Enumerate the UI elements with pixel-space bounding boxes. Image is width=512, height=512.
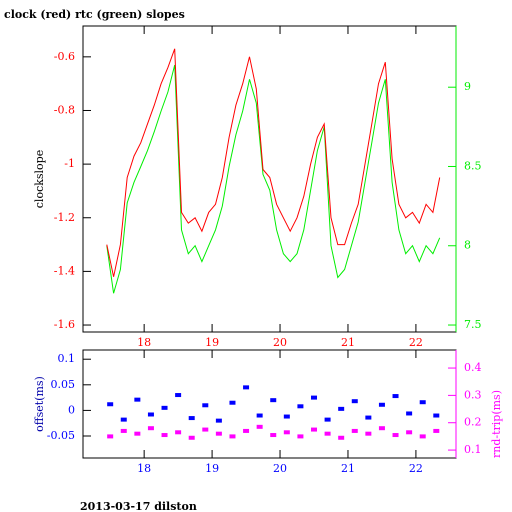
scatter-point	[324, 431, 331, 436]
scatter-point	[433, 428, 440, 433]
scatter-point	[188, 435, 195, 440]
scatter-point	[392, 394, 399, 399]
scatter-point	[161, 405, 168, 410]
scatter-point	[229, 400, 236, 405]
scatter-point	[311, 395, 318, 400]
scatter-point	[311, 427, 318, 432]
scatter-point	[297, 404, 304, 409]
scatter-point	[147, 412, 154, 417]
y-tick-label: -1.6	[54, 318, 75, 331]
x-tick-label: 19	[205, 336, 219, 349]
y2-tick-label: 0.4	[464, 361, 482, 374]
scatter-point	[134, 431, 141, 436]
scatter-point	[324, 417, 331, 422]
footer: 2013-03-17 dilston	[80, 500, 197, 512]
scatter-point	[256, 424, 263, 429]
y2-tick-label: 0.3	[464, 388, 482, 401]
y2-tick-label: 7.5	[464, 318, 482, 331]
x-tick-label: 21	[341, 462, 355, 475]
y-tick-label: 0.05	[51, 378, 76, 391]
scatter-point	[378, 426, 385, 431]
scatter-point	[406, 411, 413, 416]
scatter-point	[351, 399, 358, 404]
x-tick-label: 21	[341, 336, 355, 349]
y-tick-label: -1.2	[54, 211, 75, 224]
scatter-point	[243, 385, 250, 390]
series-line	[106, 48, 441, 277]
scatter-point	[351, 428, 358, 433]
scatter-point	[120, 417, 127, 422]
scatter-point	[134, 397, 141, 402]
scatter-point	[283, 430, 290, 435]
scatter-point	[215, 418, 222, 423]
scatter-point	[256, 413, 263, 418]
y-tick-label: -1	[64, 157, 75, 170]
y-axis-label: clockslope	[33, 150, 46, 208]
y2-tick-label: 8.5	[464, 159, 482, 172]
scatter-point	[229, 434, 236, 439]
scatter-point	[338, 406, 345, 411]
scatter-point	[120, 428, 127, 433]
y-tick-label: 0	[68, 403, 75, 416]
series-line	[106, 64, 441, 294]
scatter-point	[215, 431, 222, 436]
y-axis-label: offset(ms)	[33, 376, 46, 432]
scatter-point	[392, 433, 399, 438]
scatter-point	[175, 393, 182, 398]
scatter-point	[202, 403, 209, 408]
scatter-point	[297, 434, 304, 439]
scatter-point	[365, 431, 372, 436]
y-tick-label: 0.1	[58, 352, 76, 365]
scatter-point	[202, 427, 209, 432]
y2-tick-label: 0.1	[464, 443, 482, 456]
x-tick-label: 22	[409, 462, 423, 475]
x-tick-label: 20	[273, 462, 287, 475]
x-tick-label: 19	[205, 462, 219, 475]
scatter-point	[107, 434, 114, 439]
scatter-point	[419, 434, 426, 439]
y-tick-label: -1.4	[54, 264, 75, 277]
scatter-point	[107, 402, 114, 407]
y2-tick-label: 8	[464, 239, 471, 252]
scatter-point	[365, 415, 372, 420]
y2-tick-label: 9	[464, 80, 471, 93]
y2-axis-label: rnd-trip(ms)	[490, 390, 503, 458]
y-tick-label: -0.05	[47, 429, 75, 442]
scatter-point	[338, 435, 345, 440]
scatter-point	[419, 400, 426, 405]
chart-title: clock (red) rtc (green) slopes	[4, 8, 185, 21]
x-tick-label: 22	[409, 336, 423, 349]
x-tick-label: 18	[137, 336, 151, 349]
scatter-point	[406, 430, 413, 435]
scatter-point	[433, 413, 440, 418]
scatter-point	[283, 414, 290, 419]
scatter-point	[270, 433, 277, 438]
scatter-point	[147, 426, 154, 431]
x-tick-label: 18	[137, 462, 151, 475]
scatter-point	[175, 430, 182, 435]
scatter-point	[378, 402, 385, 407]
y2-tick-label: 0.2	[464, 416, 482, 429]
scatter-point	[188, 416, 195, 421]
y-tick-label: -0.8	[54, 103, 75, 116]
y-tick-label: -0.6	[54, 50, 75, 63]
scatter-point	[270, 398, 277, 403]
scatter-point	[243, 428, 250, 433]
scatter-point	[161, 433, 168, 438]
x-tick-label: 20	[273, 336, 287, 349]
